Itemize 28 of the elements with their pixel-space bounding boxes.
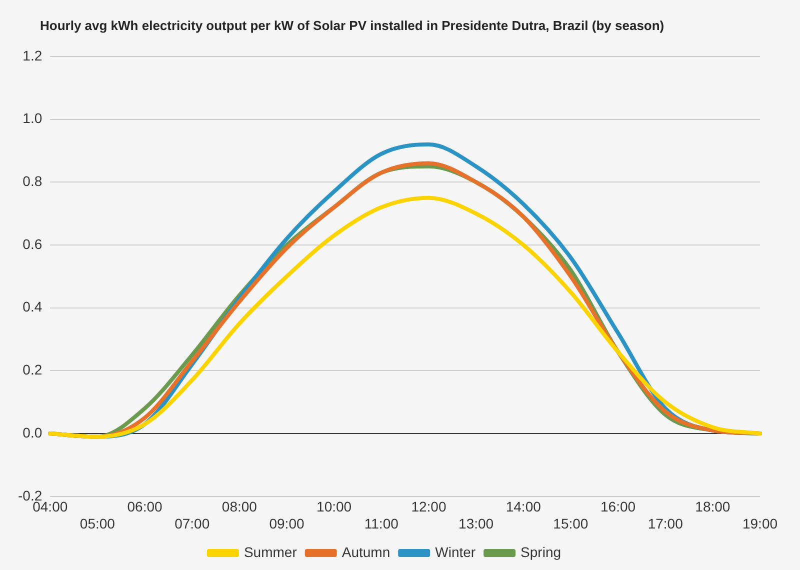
y-tick-label: -0.2	[18, 487, 42, 504]
x-tick-label: 13:00	[458, 515, 494, 532]
y-tick-label: 0.0	[22, 424, 42, 440]
x-tick-label: 11:00	[364, 515, 399, 532]
x-tick-label: 16:00	[600, 498, 636, 515]
y-tick-label: 1.0	[22, 110, 42, 126]
x-tick-label: 15:00	[553, 515, 588, 532]
x-tick-label: 18:00	[695, 498, 730, 515]
legend-label: Autumn	[342, 544, 390, 560]
x-tick-label: 14:00	[506, 498, 542, 515]
legend-label: Winter	[435, 544, 476, 560]
y-tick-label: 0.4	[22, 298, 42, 315]
y-tick-label: 1.2	[22, 47, 42, 64]
x-tick-label: 09:00	[269, 515, 304, 532]
legend-label: Summer	[244, 544, 298, 560]
x-tick-label: 19:00	[742, 515, 778, 532]
x-tick-label: 17:00	[648, 515, 684, 532]
x-tick-label: 07:00	[174, 515, 210, 532]
x-tick-label: 05:00	[80, 515, 116, 532]
x-tick-label: 10:00	[316, 498, 352, 515]
y-tick-label: 0.8	[22, 172, 42, 189]
x-tick-label: 08:00	[222, 498, 258, 515]
x-tick-label: 06:00	[127, 498, 162, 515]
y-tick-label: 0.6	[22, 236, 42, 252]
chart-title: Hourly avg kWh electricity output per kW of Solar PV installed in Presidente Dutra, Brazil (by season)	[40, 18, 664, 33]
x-tick-label: 12:00	[411, 498, 446, 515]
legend-label: Spring	[520, 544, 562, 560]
y-tick-label: 0.2	[22, 362, 42, 378]
